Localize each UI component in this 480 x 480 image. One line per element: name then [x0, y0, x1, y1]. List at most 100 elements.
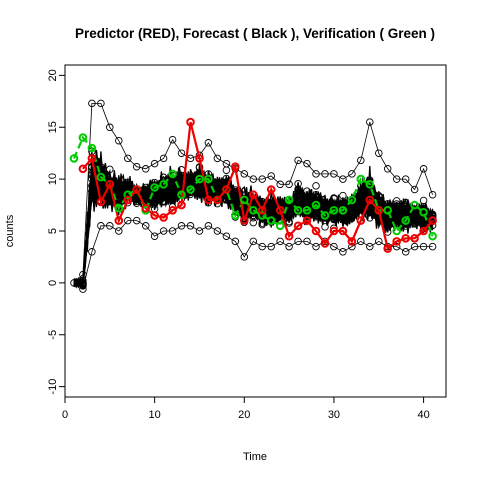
- forecast-point: [195, 180, 204, 189]
- verification-point: [338, 206, 348, 215]
- forecast-point: [231, 192, 240, 200]
- forecast-point: [375, 192, 383, 200]
- predictor-point: [159, 213, 168, 222]
- forecast-point: [97, 99, 105, 108]
- predictor-point: [141, 203, 150, 213]
- forecast-point: [267, 200, 275, 209]
- predictor-point: [257, 206, 267, 215]
- forecast-point: [339, 191, 347, 200]
- forecast-point: [294, 198, 302, 207]
- forecast-point: [222, 166, 231, 174]
- forecast-point: [348, 213, 356, 222]
- forecast-point: [428, 212, 437, 220]
- predictor-point: [195, 154, 204, 163]
- forecast-point: [88, 194, 96, 203]
- forecast-point: [88, 163, 96, 172]
- predictor-point: [96, 197, 106, 207]
- forecast-point: [150, 232, 159, 240]
- forecast-point: [312, 242, 320, 251]
- forecast-point: [124, 216, 132, 225]
- verification-point: [275, 221, 285, 231]
- forecast-point: [168, 188, 177, 196]
- predictor-point: [410, 234, 419, 243]
- y-tick-label: 15: [47, 121, 59, 133]
- forecast-point: [294, 156, 302, 165]
- predictor-point: [338, 226, 348, 236]
- forecast-point: [357, 191, 365, 200]
- forecast-point: [375, 237, 383, 246]
- forecast-point: [168, 183, 177, 191]
- forecast-point: [339, 248, 347, 256]
- predictor-point: [132, 185, 141, 194]
- forecast-point: [186, 174, 195, 182]
- forecast-point: [249, 211, 258, 220]
- forecast-point: [141, 165, 150, 173]
- y-axis-label: counts: [4, 214, 16, 247]
- predictor-point: [320, 239, 330, 248]
- x-axis: 0 10 20 30 40: [62, 396, 430, 421]
- forecast-point: [321, 170, 329, 178]
- verification-point: [428, 231, 437, 241]
- predictor-point: [419, 226, 428, 236]
- predictor-point: [266, 185, 276, 194]
- chart-title: Predictor (RED), Forecast ( Black ), Ver…: [75, 26, 435, 41]
- predictor-point: [284, 231, 294, 241]
- forecast-point: [303, 195, 311, 203]
- forecast-point: [124, 154, 132, 163]
- forecast-point: [204, 186, 213, 195]
- verification-point: [186, 185, 195, 194]
- forecast-point: [204, 139, 213, 147]
- forecast-point: [115, 186, 123, 195]
- forecast-point: [267, 203, 275, 211]
- forecast-point: [383, 220, 392, 229]
- verification-point: [204, 174, 213, 184]
- y-tick-label: 20: [47, 69, 59, 81]
- forecast-point: [195, 188, 204, 196]
- verification-point: [240, 195, 249, 205]
- forecast-point: [303, 159, 311, 168]
- predictor-point: [249, 190, 258, 199]
- forecast-point: [97, 167, 105, 176]
- predictor-point: [177, 200, 186, 210]
- forecast-point: [357, 156, 365, 165]
- verification-point: [383, 206, 393, 215]
- forecast-point: [267, 213, 275, 222]
- forecast-point: [97, 222, 105, 230]
- forecast-point: [115, 136, 123, 145]
- forecast-point: [348, 210, 356, 218]
- predictor-point: [275, 206, 285, 215]
- verification-point: [419, 208, 428, 217]
- verification-point: [320, 211, 330, 220]
- verification-point: [159, 180, 168, 189]
- forecast-point: [375, 149, 383, 157]
- forecast-point: [330, 242, 338, 251]
- predictor-point: [105, 180, 115, 189]
- forecast-point: [419, 203, 428, 211]
- y-tick-label: 0: [47, 280, 59, 286]
- verification-point: [150, 183, 159, 192]
- forecast-point: [294, 237, 302, 246]
- forecast-point: [401, 175, 410, 183]
- x-tick-label: 40: [417, 409, 429, 421]
- y-tick-label: -5: [47, 330, 59, 340]
- forecast-point: [177, 149, 186, 157]
- forecast-point: [401, 202, 410, 211]
- forecast-point: [195, 227, 204, 235]
- verification-point: [302, 206, 312, 215]
- forecast-point: [294, 187, 302, 195]
- forecast-point: [330, 211, 338, 219]
- forecast-point: [276, 180, 284, 189]
- verification-point: [195, 174, 204, 184]
- forecast-point: [267, 242, 275, 251]
- verification-point: [257, 211, 267, 220]
- forecast-point: [392, 212, 401, 220]
- forecast-point: [321, 201, 329, 210]
- predictor-point: [428, 216, 437, 225]
- forecast-point: [249, 237, 258, 246]
- forecast-point: [213, 227, 222, 235]
- verification-point: [87, 143, 97, 153]
- forecast-point: [141, 192, 150, 200]
- forecast-point: [339, 175, 347, 183]
- predictor-point: [356, 216, 366, 225]
- x-tick-label: 0: [62, 409, 68, 421]
